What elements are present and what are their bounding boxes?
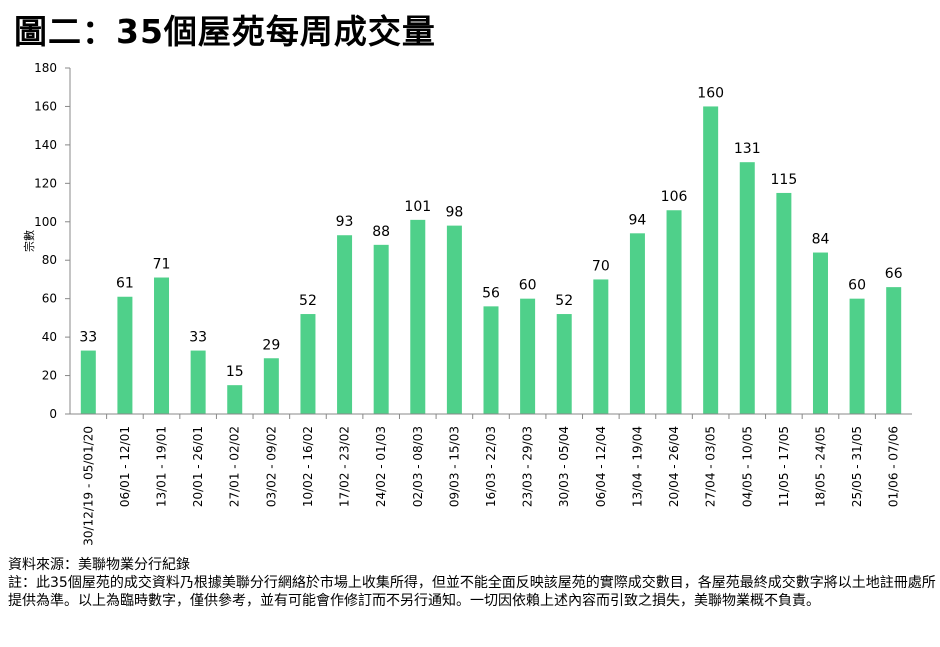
y-axis-title: 宗數 bbox=[22, 230, 36, 252]
data-label: 66 bbox=[885, 266, 903, 282]
data-label: 15 bbox=[226, 364, 244, 380]
data-label: 115 bbox=[771, 172, 798, 188]
bar bbox=[300, 314, 316, 414]
bar bbox=[556, 314, 572, 414]
x-tick-label: 30/03 - 05/04 bbox=[557, 426, 571, 507]
x-tick-label: 04/05 - 10/05 bbox=[740, 426, 754, 507]
bar bbox=[227, 385, 243, 414]
source-note: 資料來源：美聯物業分行紀錄 bbox=[8, 557, 190, 573]
bar bbox=[373, 244, 389, 414]
data-label: 101 bbox=[404, 199, 431, 215]
bar bbox=[446, 225, 462, 414]
bar bbox=[703, 106, 719, 414]
bar bbox=[666, 210, 682, 414]
x-tick-label: 13/01 - 19/01 bbox=[155, 426, 169, 507]
bar bbox=[80, 350, 96, 414]
y-tick-label: 80 bbox=[42, 253, 57, 267]
y-tick-label: 180 bbox=[34, 61, 57, 75]
x-tick-label: 27/01 - 02/02 bbox=[228, 426, 242, 507]
x-tick-label: 27/04 - 03/05 bbox=[704, 426, 718, 507]
y-tick-label: 60 bbox=[42, 292, 57, 306]
y-tick-label: 160 bbox=[34, 99, 57, 113]
x-tick-label: 02/03 - 08/03 bbox=[411, 426, 425, 507]
bar bbox=[337, 235, 353, 414]
bar bbox=[593, 279, 609, 414]
data-label: 98 bbox=[445, 205, 463, 221]
footnote: 資料來源：美聯物業分行紀錄 註：此35個屋苑的成交資料乃根據美聯分行網絡於市場上… bbox=[8, 556, 936, 610]
disclaimer-note: 註：此35個屋苑的成交資料乃根據美聯分行網絡於市場上收集所得，但並不能全面反映該… bbox=[8, 575, 936, 609]
data-label: 56 bbox=[482, 285, 500, 301]
data-label: 33 bbox=[79, 330, 97, 346]
data-label: 60 bbox=[519, 278, 537, 294]
bar bbox=[190, 350, 206, 414]
x-tick-label: 03/02 - 09/02 bbox=[264, 426, 278, 507]
bars bbox=[80, 106, 902, 414]
data-label: 93 bbox=[336, 214, 354, 230]
data-label: 52 bbox=[555, 293, 573, 309]
data-label: 71 bbox=[153, 257, 171, 273]
data-label: 88 bbox=[372, 224, 390, 240]
x-axis: 30/12/19 - 05/01/20 06/01 - 12/01 13/01 - … bbox=[70, 413, 912, 546]
bar bbox=[886, 287, 902, 414]
x-tick-label: 25/05 - 31/05 bbox=[850, 426, 864, 507]
bar bbox=[629, 233, 645, 414]
data-label: 33 bbox=[189, 330, 207, 346]
y-tick-label: 40 bbox=[42, 330, 57, 344]
data-label: 160 bbox=[697, 85, 724, 101]
bar bbox=[154, 277, 170, 414]
y-tick-label: 100 bbox=[34, 215, 57, 229]
bar bbox=[849, 298, 865, 414]
data-label: 61 bbox=[116, 276, 134, 292]
bar bbox=[776, 192, 792, 414]
data-label: 29 bbox=[262, 337, 280, 353]
data-label: 52 bbox=[299, 293, 317, 309]
bar bbox=[117, 296, 133, 414]
x-tick-label: 10/02 - 16/02 bbox=[301, 426, 315, 507]
x-tick-label: 06/04 - 12/04 bbox=[594, 426, 608, 507]
y-tick-label: 120 bbox=[34, 176, 57, 190]
bar bbox=[410, 219, 426, 414]
x-tick-label: 11/05 - 17/05 bbox=[777, 426, 791, 507]
data-label: 70 bbox=[592, 258, 610, 274]
bar bbox=[263, 358, 279, 414]
x-tick-label: 09/03 - 15/03 bbox=[447, 426, 461, 507]
bar bbox=[739, 162, 755, 414]
bar-chart: 0 20 40 60 80 100 120 140 160 180 33 61 71 33 15 29 52 9… bbox=[22, 61, 912, 546]
chart-title: 圖二：35個屋苑每周成交量 bbox=[14, 12, 436, 51]
bar bbox=[812, 252, 828, 414]
data-label: 60 bbox=[848, 278, 866, 294]
x-tick-label: 06/01 - 12/01 bbox=[118, 426, 132, 507]
y-tick-label: 140 bbox=[34, 138, 57, 152]
x-tick-label: 30/12/19 - 05/01/20 bbox=[81, 426, 95, 546]
data-label: 94 bbox=[629, 212, 647, 228]
x-tick-label: 24/02 - 01/03 bbox=[374, 426, 388, 507]
x-tick-label: 17/02 - 23/02 bbox=[338, 426, 352, 507]
data-labels: 33 61 71 33 15 29 52 93 88 101 98 56 60 52 70 94 106 160 1… bbox=[79, 85, 902, 380]
y-tick-label: 20 bbox=[42, 369, 57, 383]
x-tick-label: 20/04 - 26/04 bbox=[667, 426, 681, 507]
data-label: 84 bbox=[812, 232, 830, 248]
x-tick-label: 16/03 - 22/03 bbox=[484, 426, 498, 507]
x-tick-label: 20/01 - 26/01 bbox=[191, 426, 205, 507]
x-tick-label: 01/06 - 07/06 bbox=[887, 426, 901, 507]
data-label: 106 bbox=[661, 189, 688, 205]
y-tick-label: 0 bbox=[49, 407, 57, 421]
bar bbox=[520, 298, 536, 414]
bar bbox=[483, 306, 499, 414]
data-label: 131 bbox=[734, 141, 761, 157]
x-tick-label: 13/04 - 19/04 bbox=[630, 426, 644, 507]
x-tick-label: 18/05 - 24/05 bbox=[813, 426, 827, 507]
y-axis: 0 20 40 60 80 100 120 140 160 180 bbox=[34, 61, 71, 421]
x-tick-label: 23/03 - 29/03 bbox=[521, 426, 535, 507]
